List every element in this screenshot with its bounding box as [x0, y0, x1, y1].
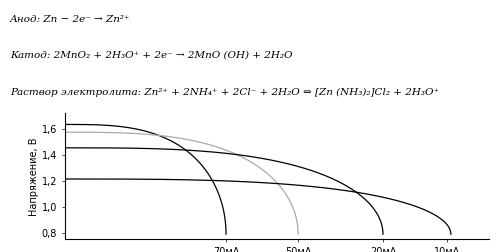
Text: Катод: 2MnO₂ + 2H₃O⁺ + 2e⁻ → 2MnO (OH) + 2H₂O: Катод: 2MnO₂ + 2H₃O⁺ + 2e⁻ → 2MnO (OH) +…	[10, 50, 292, 59]
Text: Анод: Zn − 2e⁻ → Zn²⁺: Анод: Zn − 2e⁻ → Zn²⁺	[10, 15, 130, 24]
Y-axis label: Напряжение, В: Напряжение, В	[29, 137, 39, 216]
Text: Раствор электролита: Zn²⁺ + 2NH₄⁺ + 2Cl⁻ + 2H₂O ⇔ [Zn (NH₃)₂]Cl₂ + 2H₃O⁺: Раствор электролита: Zn²⁺ + 2NH₄⁺ + 2Cl⁻…	[10, 88, 439, 97]
